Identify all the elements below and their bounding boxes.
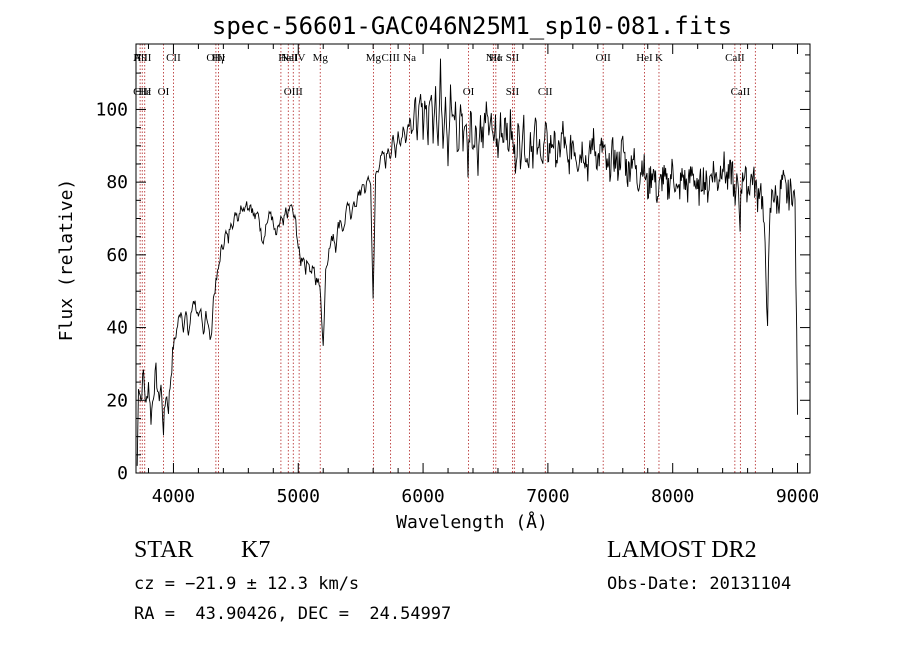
line-marker-label-top: NII [486, 52, 502, 64]
line-marker-label-top: CaII [725, 52, 745, 64]
x-tick-label: 6000 [401, 486, 444, 507]
axes [135, 43, 811, 474]
line-marker-label-bottom: Hε [138, 86, 151, 98]
y-axis-label: Flux (relative) [56, 179, 77, 342]
plot-frame [135, 43, 811, 474]
line-marker-label-top: NeIV [281, 52, 305, 64]
observation-date: Obs-Date: 20131104 [607, 574, 792, 594]
line-marker-label-top: HeI [636, 52, 653, 64]
line-marker-label-bottom: OIII [284, 86, 303, 98]
survey-label: LAMOST DR2 [607, 537, 757, 563]
axis-labels: 4000 5000 6000 7000 8000 9000 0 20 40 60 80 100 spec… [56, 12, 819, 533]
spectrum-line [136, 58, 798, 466]
x-tick-label: 8000 [651, 486, 694, 507]
y-tick-label: 20 [106, 390, 128, 411]
line-marker-label-top: CII [166, 52, 181, 64]
line-marker-label-bottom: CaII [731, 86, 751, 98]
y-tick-label: 40 [106, 318, 128, 339]
object-class: STAR [134, 537, 194, 563]
y-tick-label: 60 [106, 245, 128, 266]
line-marker-label-bottom: OI [463, 86, 475, 98]
line-marker-label-top: CIII [381, 52, 400, 64]
y-tick-label: 0 [117, 463, 128, 484]
line-marker-label-bottom: CIII [133, 86, 152, 98]
line-marker-label-bottom: CII [538, 86, 553, 98]
line-marker-label-bottom: OI [158, 86, 170, 98]
chart-title: spec-56601-GAC046N25M1_sp10-081.fits [212, 12, 732, 40]
redshift-text: cz = −21.9 ± 12.3 km/s [134, 574, 360, 594]
y-tick-label: 100 [95, 99, 128, 120]
line-marker-label-top: OIII [206, 52, 225, 64]
plot-area [136, 58, 798, 466]
x-tick-label: 5000 [277, 486, 320, 507]
line-marker-label-top: K [655, 52, 663, 64]
y-tick-label: 80 [106, 172, 128, 193]
line-marker-label-top: Mg [366, 52, 382, 64]
x-axis-label: Wavelength (Å) [396, 511, 548, 533]
x-tick-label: 9000 [776, 486, 819, 507]
line-marker-label-top: Na [403, 52, 416, 64]
x-tick-label: 7000 [526, 486, 569, 507]
object-subclass: K7 [241, 537, 271, 563]
line-marker-label-top: Hγ [212, 52, 225, 64]
line-marker-label-top: Mg [313, 52, 329, 64]
coordinates-text: RA = 43.90426, DEC = 24.54997 [134, 604, 452, 624]
line-marker-label-bottom: SII [506, 86, 520, 98]
x-tick-label: 4000 [152, 486, 195, 507]
line-marker-label-top: SII [506, 52, 520, 64]
line-marker-label-top: Hα [489, 52, 503, 64]
line-marker-label-top: OII [596, 52, 612, 64]
